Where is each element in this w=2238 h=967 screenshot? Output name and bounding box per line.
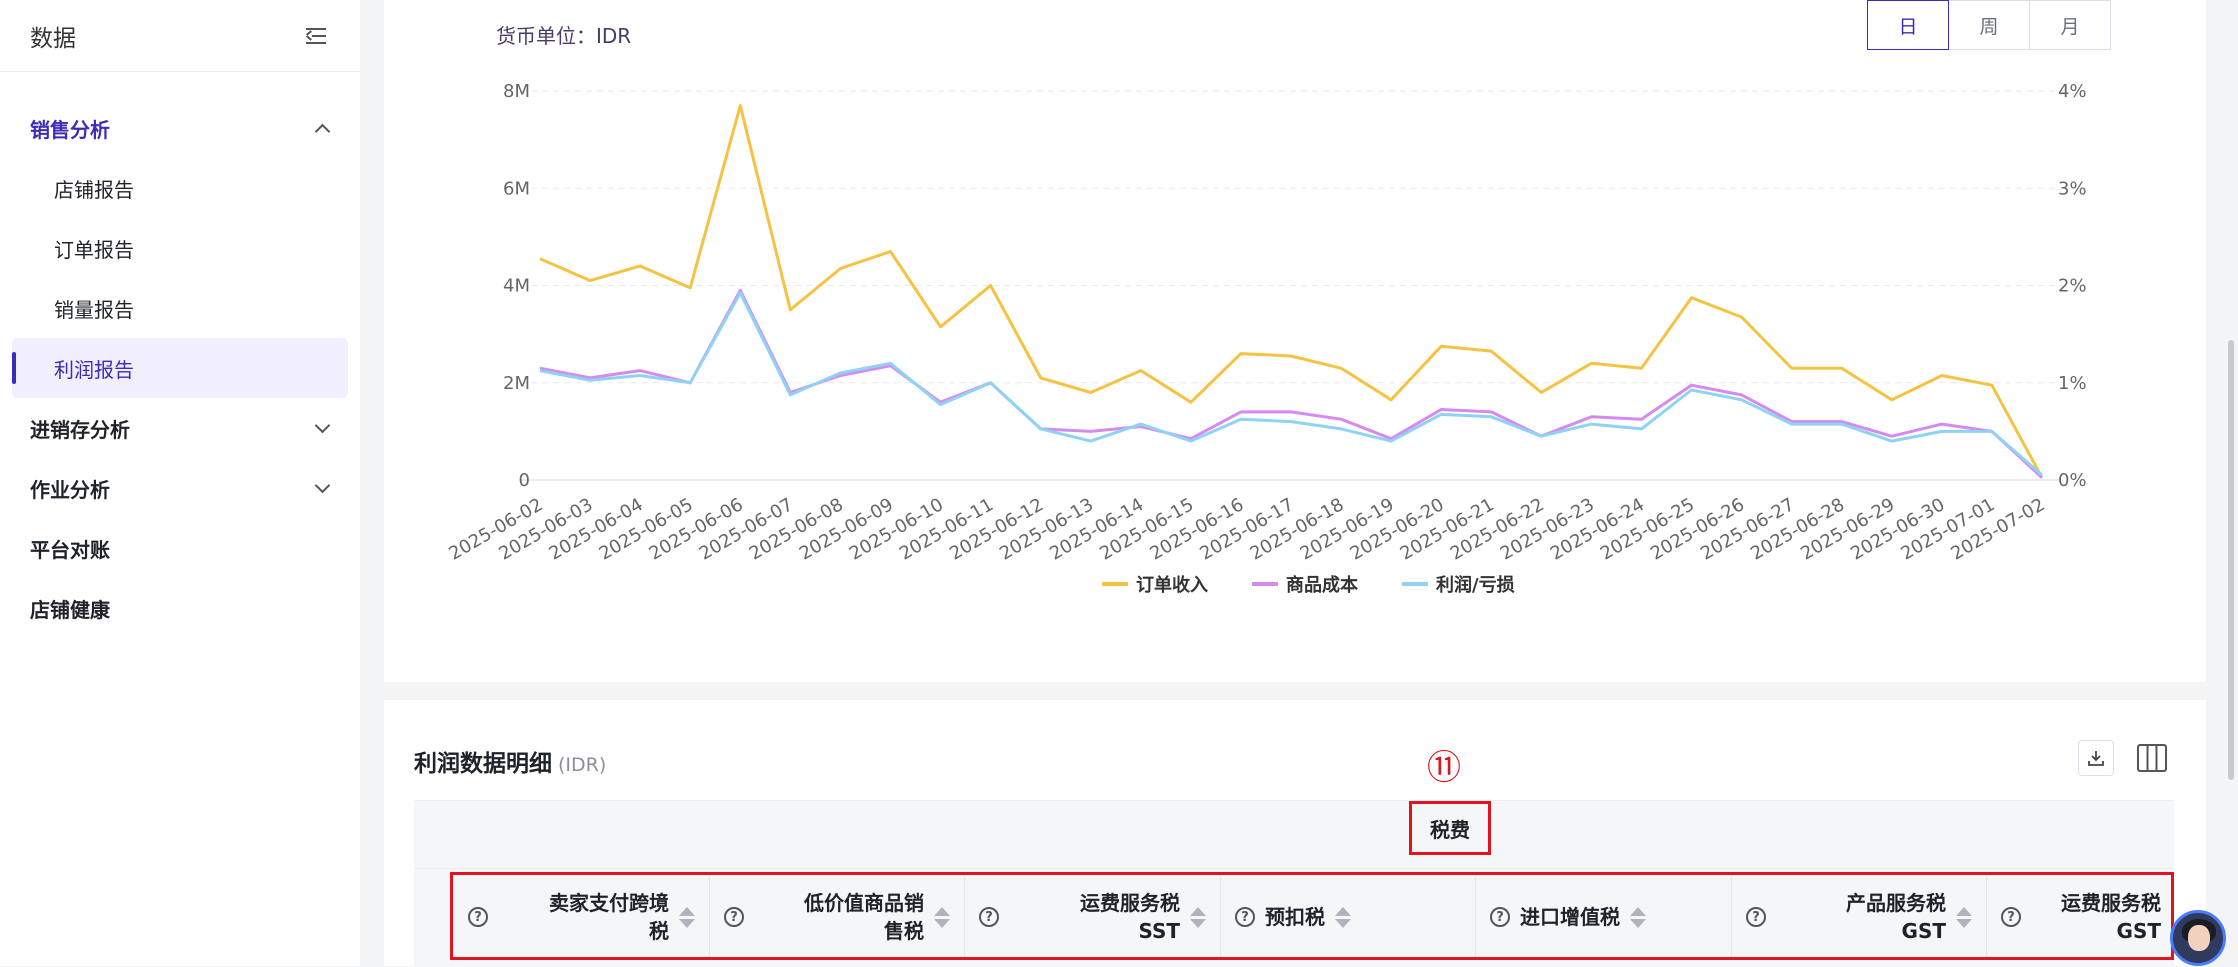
sidebar-group-platform-reconciliation[interactable]: 平台对账 <box>0 518 360 578</box>
column-label: 卖家支付跨境税 <box>488 889 669 945</box>
column-label: 进口增值税 <box>1520 905 1620 929</box>
period-day-button[interactable]: 日 <box>1867 0 1949 50</box>
profit-line-chart: 0 0%2M 1%4M 2%6M 3%8M 4%2025-06-022025-06-032… <box>445 81 2087 596</box>
sidebar-group-store-health[interactable]: 店铺健康 <box>0 578 360 638</box>
sidebar-group-sales-analysis[interactable]: 销售分析 <box>0 98 360 158</box>
column-label: 低价值商品销售税 <box>744 889 924 945</box>
currency-unit-label: 货币单位：IDR <box>496 24 632 48</box>
help-icon[interactable]: ? <box>724 907 744 927</box>
column-header-shipping-gst[interactable]: ? 运费服务税 GST <box>1987 876 2171 958</box>
table-group-header-row <box>414 800 2174 869</box>
series-line <box>539 288 2044 479</box>
table-title-text: 利润数据明细 <box>414 751 552 777</box>
collapse-menu-icon[interactable] <box>306 26 328 46</box>
chart-panel: 货币单位：IDR 日 周 月 0 0% 2M 1% 4M 2% 6M 3% 8M 4% 2025-0… <box>384 0 2206 682</box>
legend-label: 利润/亏损 <box>1436 574 1515 596</box>
sort-icon[interactable] <box>1190 906 1206 928</box>
y-left-tick-label: 0 <box>519 470 530 491</box>
column-label-line1: 运费服务税 <box>1080 891 1180 915</box>
y-left-tick-label: 2M <box>503 373 530 394</box>
help-icon[interactable]: ? <box>1746 907 1766 927</box>
y-left-tick-label: 6M <box>503 178 530 199</box>
column-label-line2: GST <box>1901 919 1946 943</box>
column-label-line2: GST <box>2116 919 2161 943</box>
period-month-button[interactable]: 月 <box>2029 0 2111 50</box>
column-label-line1: 运费服务税 <box>2061 891 2161 915</box>
column-label: 预扣税 <box>1265 905 1325 929</box>
y-right-tick-label: 2% <box>2058 276 2087 297</box>
column-settings-button[interactable] <box>2134 740 2170 776</box>
column-label: 运费服务税 GST <box>2021 889 2161 945</box>
sidebar-item-order-report[interactable]: 订单报告 <box>0 218 360 278</box>
help-icon[interactable]: ? <box>1490 907 1510 927</box>
column-label: 产品服务税 GST <box>1766 889 1946 945</box>
y-right-tick-label: 0% <box>2058 470 2087 491</box>
sidebar-item-label: 店铺报告 <box>54 177 134 202</box>
column-label-line2: 税 <box>649 919 669 943</box>
column-label-line1: 产品服务税 <box>1846 891 1946 915</box>
sidebar-group-label: 进销存分析 <box>30 417 130 442</box>
sidebar-group-label: 平台对账 <box>30 537 110 562</box>
support-avatar[interactable] <box>2170 910 2226 966</box>
y-left-tick-label: 4M <box>503 276 530 297</box>
sort-icon[interactable] <box>934 906 950 928</box>
sidebar-group-label: 销售分析 <box>30 117 110 142</box>
download-button[interactable] <box>2078 740 2114 776</box>
download-icon <box>2088 751 2104 766</box>
column-label-line2: 售税 <box>884 919 924 943</box>
chevron-up-icon <box>314 123 331 139</box>
chevron-down-icon <box>314 477 331 493</box>
y-right-tick-label: 4% <box>2058 81 2087 102</box>
sort-icon[interactable] <box>1630 906 1646 928</box>
sort-icon[interactable] <box>1335 906 1351 928</box>
y-right-tick-label: 3% <box>2058 178 2087 199</box>
help-icon[interactable]: ? <box>979 907 999 927</box>
sidebar-header: 数据 <box>0 0 360 72</box>
column-header-shipping-sst[interactable]: ? 运费服务税 SST <box>965 876 1221 958</box>
column-header-withholding-tax[interactable]: ? 预扣税 <box>1221 876 1476 958</box>
help-icon[interactable]: ? <box>1235 907 1255 927</box>
column-header-product-gst[interactable]: ? 产品服务税 GST <box>1732 876 1987 958</box>
legend-label: 订单收入 <box>1136 574 1208 596</box>
columns-icon <box>2137 744 2167 772</box>
column-header-low-value-goods-tax[interactable]: ? 低价值商品销售税 <box>710 876 965 958</box>
column-label: 运费服务税 SST <box>999 889 1180 945</box>
sidebar-item-label: 利润报告 <box>54 357 134 382</box>
table-currency: (IDR) <box>558 754 607 776</box>
column-label-line1: 低价值商品销 <box>804 891 924 915</box>
help-icon[interactable]: ? <box>2001 907 2021 927</box>
page-scrollbar[interactable] <box>2228 340 2234 780</box>
period-week-button[interactable]: 周 <box>1948 0 2030 50</box>
column-header-import-vat[interactable]: ? 进口增值税 <box>1476 876 1732 958</box>
sort-icon[interactable] <box>1956 906 1972 928</box>
sidebar-group-label: 作业分析 <box>30 477 110 502</box>
sidebar-item-store-report[interactable]: 店铺报告 <box>0 158 360 218</box>
annotation-marker: ⑪ <box>1427 748 1461 788</box>
series-line <box>539 104 2044 479</box>
profit-detail-panel: 利润数据明细 (IDR) ⑪ 税费 ? 卖家支付跨境税 ? 低价值商品销售税 ? … <box>384 700 2206 967</box>
table-column-header-row <box>414 868 2174 967</box>
column-label-line2: SST <box>1138 919 1180 943</box>
tax-fee-group-header: 税费 <box>1409 801 1491 855</box>
series-line <box>539 291 2043 477</box>
help-icon[interactable]: ? <box>468 907 488 927</box>
y-right-tick-label: 1% <box>2058 373 2087 394</box>
sidebar-group-label: 店铺健康 <box>30 597 110 622</box>
sidebar-group-inventory-analysis[interactable]: 进销存分析 <box>0 398 360 458</box>
column-label-line1: 卖家支付跨境 <box>549 891 669 915</box>
sidebar-item-label: 订单报告 <box>54 237 134 262</box>
column-header-seller-cross-border-tax[interactable]: ? 卖家支付跨境税 <box>454 876 710 958</box>
sidebar: 数据 销售分析 店铺报告 订单报告 销量报告 利润报告 进销存分析 作业分析 平… <box>0 0 360 966</box>
sort-icon[interactable] <box>679 906 695 928</box>
table-title: 利润数据明细 (IDR) <box>414 744 606 778</box>
sidebar-item-label: 销量报告 <box>54 297 134 322</box>
chevron-down-icon <box>314 417 331 433</box>
period-toggle: 日 周 月 <box>1867 0 2111 50</box>
sidebar-title: 数据 <box>30 25 76 52</box>
sidebar-group-operation-analysis[interactable]: 作业分析 <box>0 458 360 518</box>
sidebar-item-profit-report[interactable]: 利润报告 <box>12 338 348 398</box>
y-left-tick-label: 8M <box>503 81 530 102</box>
sidebar-item-sales-volume-report[interactable]: 销量报告 <box>0 278 360 338</box>
legend-label: 商品成本 <box>1286 574 1358 596</box>
